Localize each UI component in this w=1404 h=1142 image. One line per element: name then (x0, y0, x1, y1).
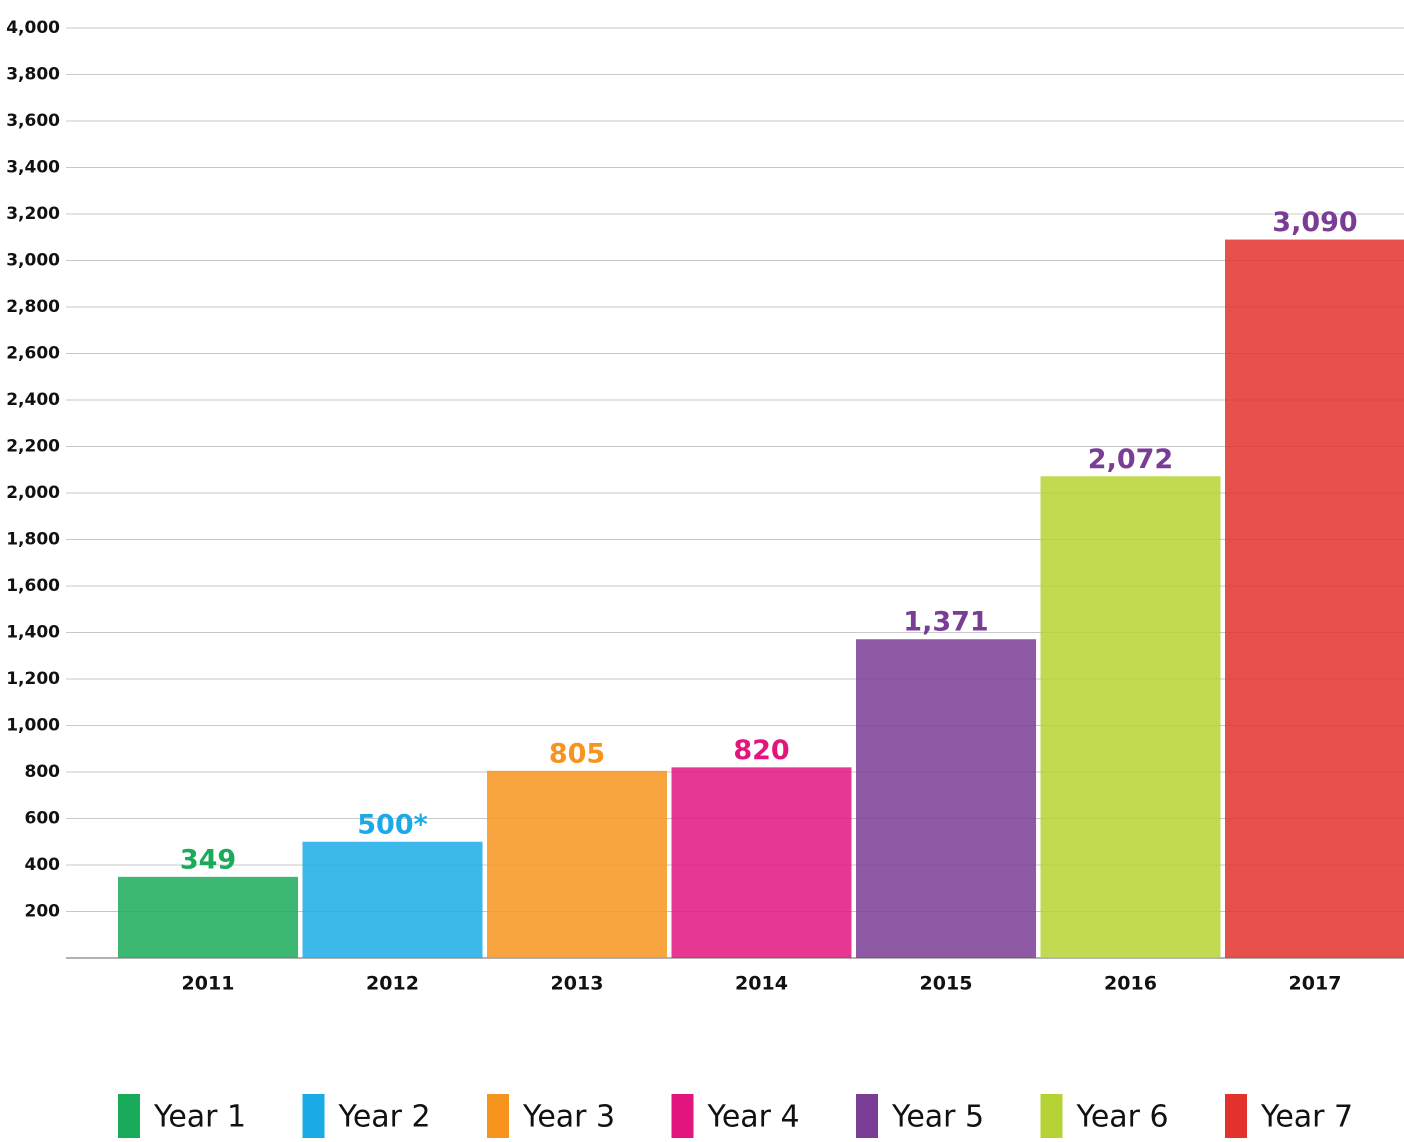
legend-swatch (302, 1094, 325, 1138)
y-tick-label: 800 (25, 762, 61, 782)
y-tick-label: 2,400 (6, 390, 60, 410)
y-tick-label: 1,400 (6, 623, 60, 643)
y-tick-label: 200 (25, 902, 61, 922)
value-label: 820 (733, 735, 789, 766)
bar (302, 841, 483, 958)
y-tick-label: 1,000 (6, 716, 60, 736)
y-tick-label: 2,800 (6, 297, 60, 317)
value-label: 2,072 (1088, 444, 1173, 475)
y-tick-label: 2,600 (6, 344, 60, 364)
y-tick-label: 3,200 (6, 204, 60, 224)
x-tick-label: 2012 (366, 973, 419, 995)
legend-label: Year 5 (891, 1100, 984, 1135)
legend-label: Year 7 (1260, 1100, 1353, 1135)
value-label: 500* (357, 809, 427, 840)
y-tick-label: 400 (25, 855, 61, 875)
x-tick-label: 2016 (1104, 973, 1157, 995)
legend-swatch (856, 1094, 878, 1138)
legend-swatch (671, 1094, 694, 1138)
y-tick-label: 600 (25, 809, 61, 829)
bar (118, 876, 298, 958)
bar (487, 770, 667, 958)
y-tick-label: 1,800 (6, 530, 60, 550)
y-tick-label: 4,000 (6, 18, 60, 38)
legend-label: Year 2 (338, 1100, 431, 1135)
legend-label: Year 4 (707, 1100, 800, 1135)
legend-label: Year 1 (153, 1100, 246, 1135)
legend-label: Year 3 (522, 1100, 615, 1135)
value-label: 349 (180, 844, 236, 875)
value-label: 3,090 (1272, 207, 1357, 238)
legend-swatch (118, 1094, 140, 1138)
y-tick-label: 1,200 (6, 669, 60, 689)
y-tick-label: 3,800 (6, 65, 60, 85)
x-tick-label: 2011 (182, 973, 235, 995)
x-tick-label: 2017 (1289, 973, 1342, 995)
legend-label: Year 6 (1076, 1100, 1169, 1135)
y-tick-label: 1,600 (6, 576, 60, 596)
y-tick-label: 3,600 (6, 111, 60, 131)
x-tick-label: 2015 (920, 973, 973, 995)
x-tick-label: 2013 (551, 973, 604, 995)
y-tick-label: 3,000 (6, 251, 60, 271)
value-label: 805 (549, 738, 605, 769)
x-tick-label: 2014 (735, 973, 788, 995)
y-tick-label: 2,000 (6, 483, 60, 503)
bar (671, 767, 852, 958)
bar (1225, 239, 1404, 958)
y-tick-label: 2,200 (6, 437, 60, 457)
bar (856, 639, 1036, 958)
y-tick-label: 3,400 (6, 158, 60, 178)
value-label: 1,371 (903, 607, 988, 638)
bar (1040, 476, 1221, 958)
legend-swatch (1040, 1094, 1063, 1138)
legend-swatch (487, 1094, 509, 1138)
legend-swatch (1225, 1094, 1247, 1138)
